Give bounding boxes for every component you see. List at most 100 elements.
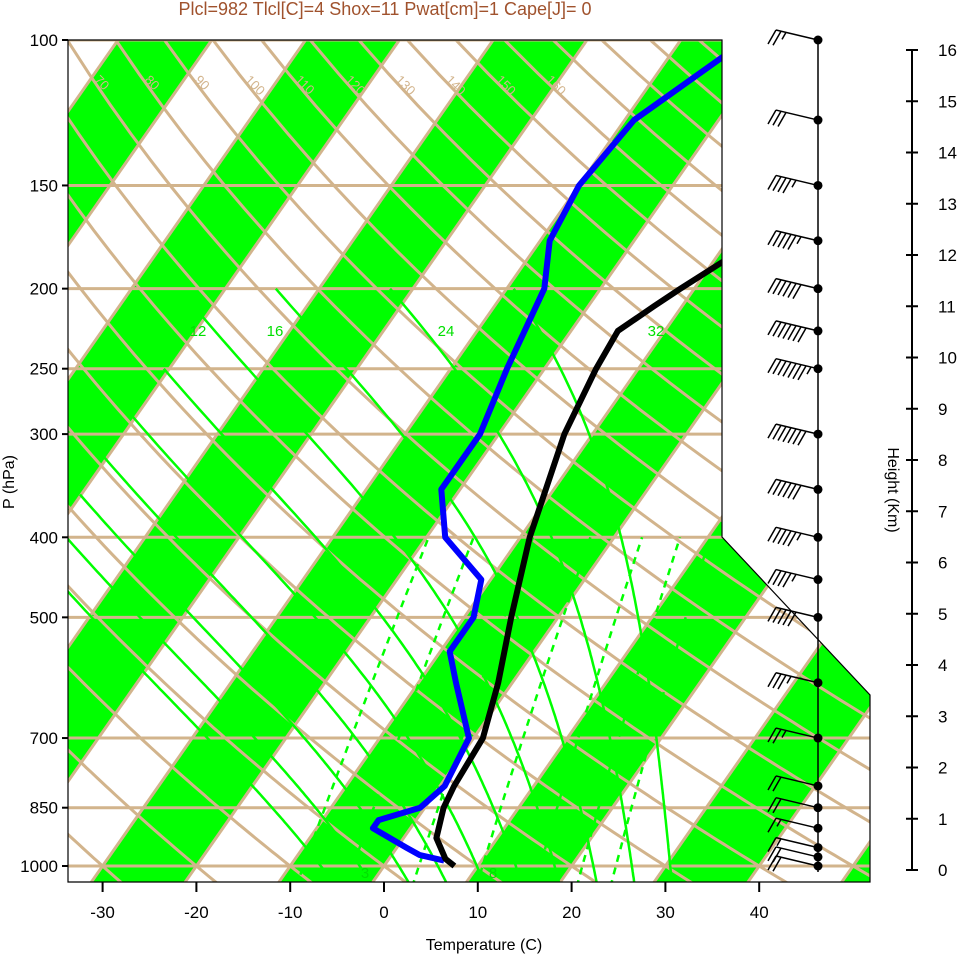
wind-barb-half: [776, 838, 782, 847]
wind-barb-half: [781, 730, 787, 738]
pressure-tick-label: 100: [30, 31, 58, 50]
temperature-tick-label: 40: [750, 903, 769, 922]
wind-barb-half: [796, 236, 802, 245]
wind-barb-flag: [772, 570, 782, 586]
temperature-tick-label: 20: [562, 903, 581, 922]
mixing-ratio-line: [475, 536, 592, 882]
height-tick-label: 14: [938, 144, 957, 163]
wind-barb-flag: [772, 30, 782, 46]
wind-barb-shaft: [775, 606, 819, 619]
wind-barb-flag: [767, 817, 777, 833]
pressure-tick-label: 700: [30, 729, 58, 748]
wind-barb-flag: [797, 430, 807, 446]
wind-barb-flag: [767, 278, 777, 294]
temperature-tick-label: -10: [278, 903, 303, 922]
isotherm-line: [180, 40, 789, 882]
wind-barb-shaft: [775, 526, 819, 539]
pressure-tick-label: 400: [30, 528, 58, 547]
wind-barb-flag: [782, 610, 792, 626]
wind-barb-shaft: [775, 672, 819, 684]
height-tick-label: 3: [938, 707, 947, 726]
wind-barb-shaft: [775, 320, 819, 332]
wind-barb-flag: [792, 284, 802, 300]
wind-barb-shaft: [775, 727, 819, 739]
dry-adiabat: [68, 40, 604, 882]
wind-barb-flag: [767, 775, 777, 791]
mixing-ratio-line: [532, 536, 644, 882]
dry-adiabat-label: 90: [192, 72, 213, 93]
wind-barb-flag: [767, 423, 777, 439]
mixing-ratio-line: [344, 536, 475, 882]
wind-barb-flag: [772, 608, 782, 623]
wind-barb-flag: [772, 110, 782, 126]
mixing-ratio-label: 8: [489, 865, 497, 882]
wind-barb-flag: [772, 673, 782, 689]
wind-barb-flag: [777, 529, 787, 545]
isotherm-line: [368, 40, 870, 882]
pressure-tick-label: 250: [30, 360, 58, 379]
height-tick-label: 13: [938, 195, 957, 214]
moist-adiabat: [103, 456, 448, 882]
wind-barb-flag: [767, 797, 777, 813]
dry-adiabat: [68, 40, 795, 882]
wind-barb-flag: [787, 428, 797, 444]
wind-barb-flag: [782, 530, 792, 546]
wind-barb-half: [776, 819, 782, 827]
wind-barb-flag: [767, 230, 777, 246]
temperature-tick-label: 0: [379, 903, 388, 922]
wind-barb-shaft: [775, 478, 819, 491]
wind-barb-flag: [767, 837, 777, 852]
dry-adiabat: [68, 40, 509, 882]
wind-barb-flag: [767, 606, 777, 622]
wind-barb-shaft: [775, 423, 819, 435]
wind-barb-flag: [772, 424, 782, 440]
mixing-ratio-label: 3: [361, 865, 369, 882]
wind-barb-flag: [787, 325, 797, 341]
wind-barb-flag: [772, 359, 782, 375]
height-tick-label: 16: [938, 41, 957, 60]
dry-adiabat: [163, 40, 870, 882]
height-tick-label: 8: [938, 451, 947, 470]
wind-barb-shaft: [775, 230, 819, 242]
temperature-tick-label: -30: [90, 903, 115, 922]
wind-barb-flag: [797, 327, 807, 343]
height-axis-label: Height (Km): [884, 447, 901, 532]
temperature-tick-label: 30: [656, 903, 675, 922]
wind-barb-flag: [767, 846, 777, 862]
wind-barb-flag: [782, 233, 792, 249]
wind-barb-flag: [767, 569, 777, 584]
height-tick-label: 0: [938, 861, 947, 880]
mixing-ratio-label: 16: [267, 323, 284, 340]
pressure-tick-label: 200: [30, 280, 58, 299]
height-tick-label: 9: [938, 400, 947, 419]
wind-barb-flag: [777, 571, 787, 587]
wind-barb-flag: [767, 29, 777, 45]
wind-barb-flag: [787, 283, 797, 298]
green-band: [68, 40, 600, 882]
wind-barb-flag: [792, 485, 802, 500]
wind-barb-flag: [797, 365, 807, 381]
wind-barb-shaft: [775, 109, 819, 121]
wind-barb-flag: [767, 175, 777, 190]
wind-barb-flag: [777, 481, 787, 497]
moist-adiabat: [389, 287, 636, 882]
dry-adiabat: [68, 40, 870, 882]
wind-barb-shaft: [775, 836, 819, 849]
wind-barb-flag: [777, 232, 787, 248]
chart-title: Plcl=982 Tlcl[C]=4 Shox=11 Pwat[cm]=1 Ca…: [178, 0, 591, 19]
wind-barb-flag: [787, 363, 797, 378]
wind-barb-shaft: [775, 817, 819, 829]
wind-barb-flag: [772, 798, 782, 814]
wind-barb-flag: [777, 177, 787, 193]
wind-barb-flag: [777, 112, 787, 127]
wind-barb-flag: [777, 280, 787, 296]
dry-adiabat: [309, 40, 870, 882]
isotherm-line: [68, 40, 320, 882]
isotherm-line: [649, 40, 870, 882]
wind-barb-flag: [777, 609, 787, 625]
wind-barb-flag: [792, 326, 802, 342]
dry-adiabat: [68, 40, 414, 882]
height-tick-label: 15: [938, 92, 957, 111]
